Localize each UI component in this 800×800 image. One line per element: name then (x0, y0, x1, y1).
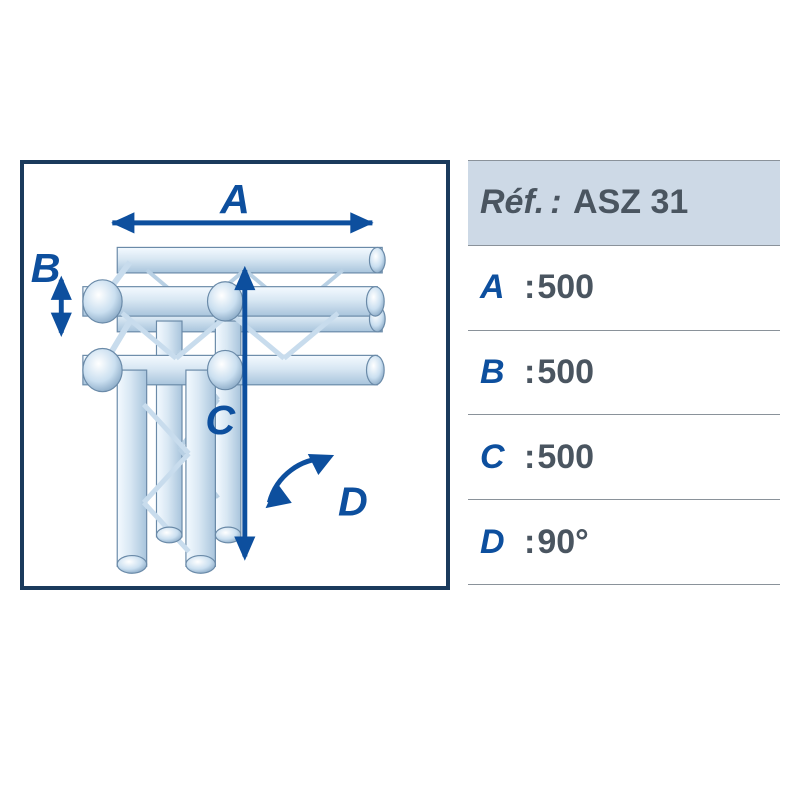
ref-label: Réf. (480, 183, 544, 222)
spec-key: D (480, 523, 518, 562)
spec-row-C: C: 500 (468, 414, 780, 499)
spec-key: B (480, 353, 518, 392)
diagram-panel: A B C D (20, 160, 450, 590)
svg-text:A: A (219, 176, 250, 222)
separator: : (550, 183, 571, 222)
spec-value: 500 (537, 268, 594, 307)
spec-row-D: D: 90° (468, 499, 780, 584)
spec-row-ref: Réf. : ASZ 31 (468, 160, 780, 245)
svg-text:D: D (338, 478, 368, 524)
ref-value: ASZ 31 (573, 183, 688, 222)
spec-value: 90° (537, 523, 588, 562)
truss-diagram: A B C D (24, 164, 446, 586)
svg-text:B: B (31, 245, 61, 291)
svg-text:C: C (205, 397, 236, 443)
main-container: A B C D Réf. : ASZ 31 (20, 160, 780, 590)
separator: : (524, 268, 535, 307)
spec-key: C (480, 438, 518, 477)
separator: : (524, 523, 535, 562)
spec-row-A: A: 500 (468, 245, 780, 330)
spec-value: 500 (537, 438, 594, 477)
spec-table: Réf. : ASZ 31 A: 500B: 500C: 500D: 90° (468, 160, 780, 585)
separator: : (524, 438, 535, 477)
spec-row-B: B: 500 (468, 330, 780, 415)
spec-key: A (480, 268, 518, 307)
separator: : (524, 353, 535, 392)
spec-value: 500 (537, 353, 594, 392)
